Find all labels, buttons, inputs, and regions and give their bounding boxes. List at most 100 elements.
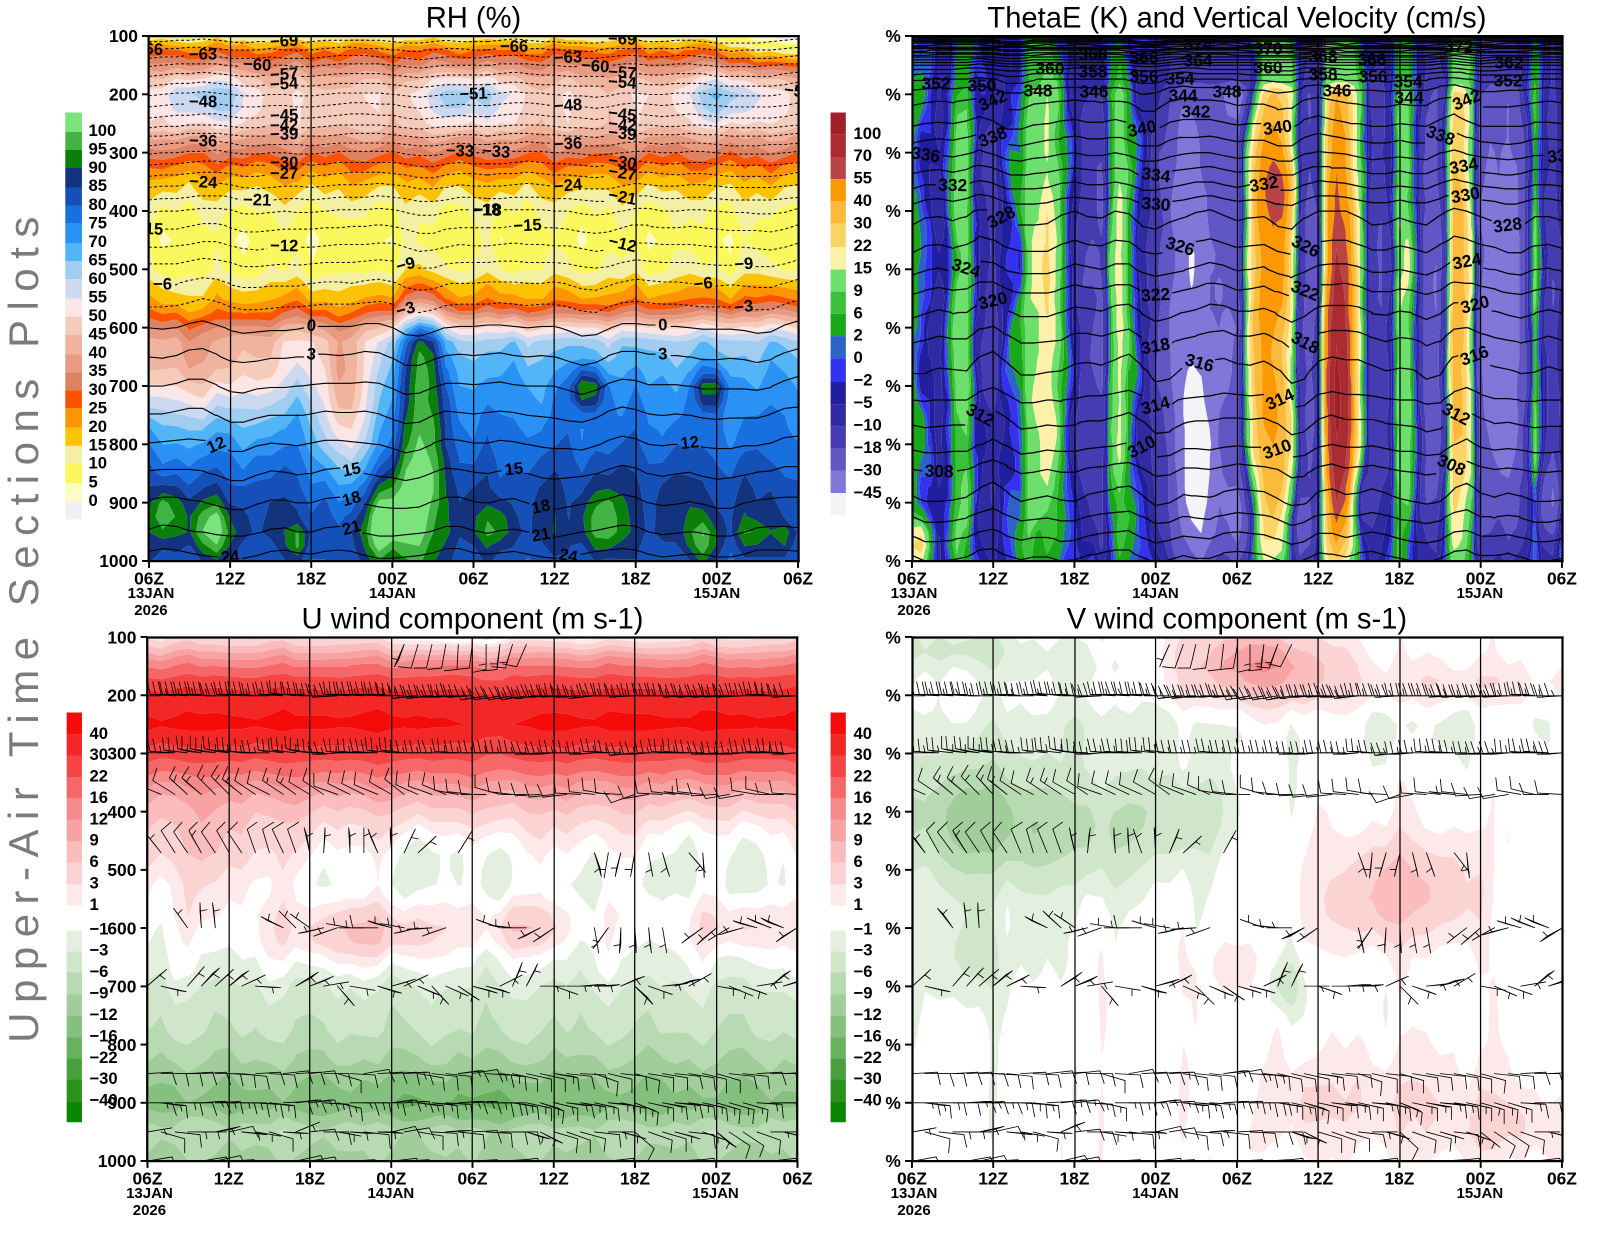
- svg-text:15: 15: [504, 458, 525, 479]
- svg-text:70: 70: [853, 146, 872, 165]
- svg-text:70: 70: [88, 232, 107, 251]
- svg-text:1: 1: [853, 895, 862, 914]
- svg-text:85: 85: [88, 176, 107, 195]
- svg-text:700: 700: [107, 977, 136, 997]
- svg-text:900: 900: [107, 1093, 136, 1113]
- svg-text:100: 100: [88, 121, 116, 140]
- svg-text:06Z: 06Z: [897, 1169, 927, 1189]
- svg-text:2026: 2026: [134, 602, 167, 619]
- svg-text:1: 1: [89, 895, 98, 914]
- svg-text:354: 354: [1394, 72, 1423, 92]
- svg-text:350: 350: [967, 76, 996, 96]
- svg-text:1000: 1000: [99, 551, 138, 571]
- svg-text:−33: −33: [481, 141, 510, 162]
- svg-text:−9: −9: [853, 983, 872, 1002]
- svg-text:21: 21: [530, 524, 552, 546]
- svg-text:80: 80: [88, 195, 107, 214]
- svg-text:366: 366: [1357, 50, 1386, 70]
- svg-text:18Z: 18Z: [1384, 1169, 1414, 1189]
- svg-text:−22: −22: [89, 1048, 117, 1067]
- svg-text:9: 9: [89, 831, 98, 850]
- svg-text:−24: −24: [553, 175, 583, 196]
- svg-text:22: 22: [853, 236, 872, 255]
- svg-text:−18: −18: [853, 438, 881, 457]
- svg-text:18Z: 18Z: [296, 569, 326, 589]
- svg-text:400: 400: [107, 802, 136, 822]
- svg-text:366: 366: [1130, 47, 1159, 67]
- svg-text:55: 55: [853, 169, 872, 188]
- svg-text:336: 336: [910, 142, 942, 166]
- svg-text:2026: 2026: [897, 1202, 930, 1219]
- svg-text:18Z: 18Z: [621, 569, 651, 589]
- svg-text:12Z: 12Z: [1303, 1169, 1333, 1189]
- svg-text:18Z: 18Z: [620, 1169, 650, 1189]
- svg-text:344: 344: [1395, 87, 1424, 107]
- svg-text:9: 9: [853, 281, 862, 300]
- svg-text:−9: −9: [394, 253, 417, 276]
- svg-text:308: 308: [924, 461, 954, 482]
- svg-text:−3: −3: [733, 296, 754, 317]
- svg-text:13JAN: 13JAN: [128, 585, 175, 602]
- svg-text:40: 40: [853, 191, 872, 210]
- svg-text:%: %: [885, 201, 900, 221]
- svg-text:−2: −2: [853, 371, 872, 390]
- svg-text:−54: −54: [607, 72, 637, 93]
- svg-text:%: %: [885, 435, 900, 455]
- svg-text:354: 354: [1166, 68, 1195, 88]
- svg-text:13JAN: 13JAN: [891, 585, 938, 602]
- svg-text:200: 200: [109, 85, 138, 105]
- svg-text:RH (%): RH (%): [426, 3, 522, 35]
- svg-text:6: 6: [853, 303, 862, 322]
- svg-text:1000: 1000: [98, 1151, 137, 1171]
- svg-text:15JAN: 15JAN: [692, 1185, 739, 1202]
- svg-text:−30: −30: [853, 460, 881, 479]
- svg-text:−3: −3: [89, 941, 108, 960]
- svg-text:−48: −48: [553, 95, 582, 116]
- svg-text:95: 95: [88, 139, 107, 158]
- svg-text:−54: −54: [269, 73, 299, 94]
- svg-text:−66: −66: [134, 38, 163, 59]
- svg-text:3: 3: [853, 873, 862, 892]
- svg-text:%: %: [885, 493, 900, 513]
- svg-text:336: 336: [1546, 144, 1577, 167]
- svg-text:−6: −6: [89, 962, 108, 981]
- svg-text:328: 328: [1492, 213, 1524, 237]
- svg-text:12Z: 12Z: [215, 569, 245, 589]
- svg-text:12: 12: [679, 432, 700, 453]
- svg-text:−9: −9: [734, 254, 754, 274]
- svg-text:−57: −57: [608, 62, 637, 83]
- svg-text:ThetaE (K) and Vertical Veloci: ThetaE (K) and Vertical Velocity (cm/s): [987, 3, 1486, 35]
- svg-text:00Z: 00Z: [377, 569, 407, 589]
- svg-text:−30: −30: [853, 1069, 881, 1088]
- svg-text:15JAN: 15JAN: [1457, 1185, 1504, 1202]
- svg-text:346: 346: [1322, 81, 1351, 101]
- svg-text:346: 346: [1080, 82, 1109, 102]
- svg-text:300: 300: [107, 744, 136, 764]
- svg-text:3: 3: [658, 344, 668, 363]
- svg-text:358: 358: [1309, 65, 1338, 85]
- svg-text:6: 6: [89, 852, 98, 871]
- svg-text:700: 700: [109, 376, 138, 396]
- svg-text:−40: −40: [853, 1091, 881, 1110]
- svg-text:348: 348: [1024, 81, 1053, 101]
- svg-text:06Z: 06Z: [459, 569, 489, 589]
- svg-text:−33: −33: [446, 141, 475, 161]
- svg-text:%: %: [885, 26, 900, 46]
- svg-text:−6: −6: [693, 273, 714, 294]
- svg-text:6: 6: [853, 852, 862, 871]
- svg-text:90: 90: [88, 158, 107, 177]
- svg-text:30: 30: [88, 380, 107, 399]
- svg-text:−42: −42: [607, 114, 637, 136]
- svg-text:2026: 2026: [133, 1202, 166, 1219]
- svg-text:−3: −3: [853, 941, 872, 960]
- svg-text:40: 40: [853, 724, 872, 743]
- svg-text:%: %: [885, 143, 900, 163]
- svg-text:16: 16: [89, 788, 108, 807]
- svg-text:25: 25: [88, 398, 107, 417]
- svg-text:−16: −16: [853, 1026, 881, 1045]
- svg-text:35: 35: [88, 361, 107, 380]
- svg-text:−63: −63: [189, 44, 218, 64]
- svg-text:30: 30: [853, 213, 872, 232]
- svg-text:00Z: 00Z: [1466, 569, 1496, 589]
- svg-text:15: 15: [88, 435, 107, 454]
